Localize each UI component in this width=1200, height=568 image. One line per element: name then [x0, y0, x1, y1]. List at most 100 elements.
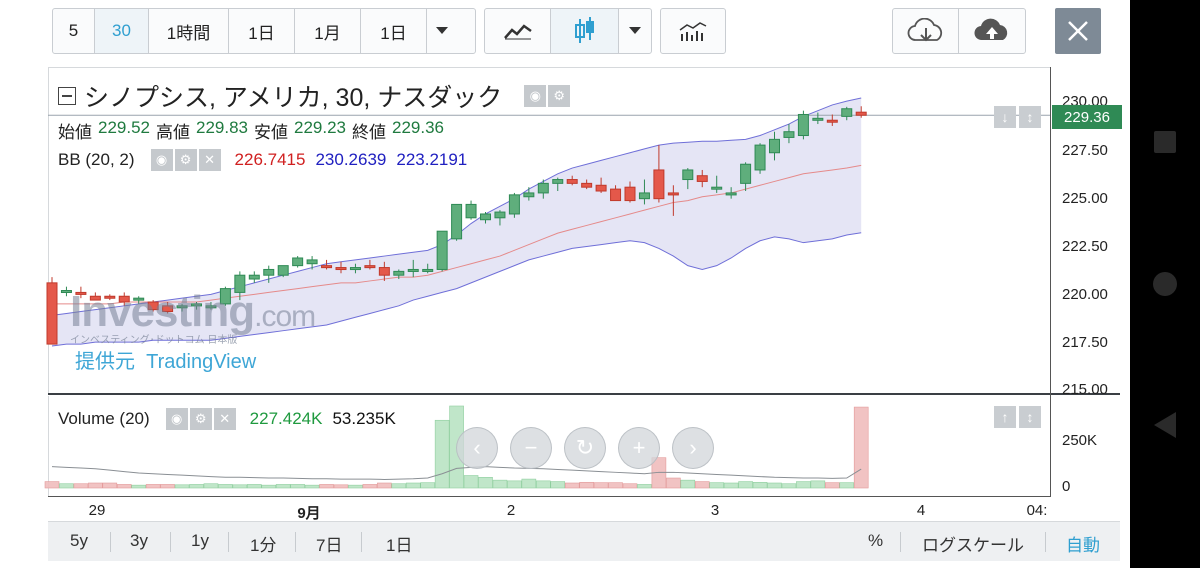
range-bar: 5y 3y 1y 1分 7日 1日 % ログスケール 自動: [48, 521, 1120, 561]
gear-icon[interactable]: ⚙: [174, 149, 197, 171]
close-icon[interactable]: ✕: [198, 149, 221, 171]
close-button[interactable]: [1055, 8, 1101, 54]
range-1min[interactable]: 1分: [250, 536, 277, 555]
minus-icon[interactable]: −: [510, 427, 552, 469]
volume-bar: [709, 482, 725, 489]
interval-1d[interactable]: 1日: [229, 9, 295, 53]
collapse-legend-icon[interactable]: [58, 87, 76, 105]
eye-icon[interactable]: ◉: [165, 408, 188, 430]
candle-body: [480, 213, 491, 221]
range-7d[interactable]: 7日: [316, 536, 343, 555]
price-tick: 227.50: [1062, 142, 1108, 159]
candle-body: [422, 268, 434, 272]
volume-bar: [131, 484, 146, 489]
candle-body: [826, 119, 838, 123]
eye-icon[interactable]: ◉: [150, 149, 173, 171]
eye-icon[interactable]: ◉: [524, 85, 547, 107]
investing-logo: Investing.com: [70, 287, 316, 336]
pane-separator[interactable]: [48, 393, 1120, 395]
candle-body: [321, 265, 333, 269]
candle-body: [725, 192, 737, 196]
volume-bar: [478, 477, 493, 489]
volume-bar: [666, 477, 681, 489]
volume-bar: [116, 484, 132, 489]
gear-icon[interactable]: ⚙: [548, 85, 571, 107]
range-1d[interactable]: 1日: [386, 536, 413, 555]
interval-5[interactable]: 5: [53, 9, 95, 53]
volume-ma-value: 53.235K: [332, 409, 396, 428]
range-5y[interactable]: 5y: [70, 531, 88, 550]
volume-pane[interactable]: [48, 396, 1050, 496]
price-pane[interactable]: [48, 67, 1050, 394]
arrow-up-icon[interactable]: ↑: [994, 406, 1016, 428]
candle-body: [162, 305, 174, 313]
separator: [110, 532, 111, 552]
volume-bar: [622, 483, 638, 489]
time-tick: 2: [506, 502, 516, 519]
interval-1m[interactable]: 1月: [295, 9, 361, 53]
volume-bar: [796, 481, 811, 489]
indicators-icon[interactable]: [661, 9, 725, 53]
volume-bar: [261, 484, 277, 489]
volume-bar: [319, 484, 334, 489]
refresh-icon[interactable]: ↻: [564, 427, 606, 469]
percent-toggle[interactable]: %: [868, 531, 884, 550]
cloud-upload-icon[interactable]: [959, 9, 1025, 53]
plus-icon[interactable]: +: [618, 427, 660, 469]
caret-down-icon[interactable]: [619, 9, 651, 53]
candle-body: [783, 131, 795, 138]
candlestick-icon[interactable]: [551, 9, 619, 53]
candle-body: [552, 179, 564, 184]
arrow-updown-icon[interactable]: ↕: [1019, 106, 1041, 128]
chevron-left-icon[interactable]: ‹: [456, 427, 498, 469]
volume-bar: [362, 484, 378, 489]
candle-body: [248, 274, 260, 280]
close-icon[interactable]: ✕: [213, 408, 236, 430]
ohlc-legend: 始値 229.52 高値 229.83 安値 229.23 終値 229.36: [58, 118, 444, 143]
auto-scale-toggle[interactable]: 自動: [1066, 536, 1100, 555]
candle-body: [696, 175, 708, 182]
caret-down-icon[interactable]: [427, 9, 457, 53]
price-tick: 215.00: [1062, 381, 1108, 398]
candle-body: [176, 305, 188, 309]
home-icon[interactable]: [1153, 272, 1177, 296]
toolbar: 5 30 1時間 1日 1月 1日: [0, 0, 1130, 60]
candle-body: [523, 192, 535, 198]
volume-bar: [564, 482, 580, 489]
separator: [900, 532, 901, 552]
candle-body: [133, 297, 145, 301]
candle-body: [537, 182, 549, 194]
volume-bar: [463, 475, 479, 489]
low-value: 229.23: [294, 118, 346, 137]
candle-body: [797, 113, 809, 137]
candle-body: [624, 186, 636, 202]
volume-bar: [824, 482, 840, 489]
arrow-down-icon[interactable]: ↓: [994, 106, 1016, 128]
interval-1d-alt[interactable]: 1日: [361, 9, 427, 53]
line-chart-icon[interactable]: [485, 9, 551, 53]
chevron-right-icon[interactable]: ›: [672, 427, 714, 469]
gear-icon[interactable]: ⚙: [189, 408, 212, 430]
volume-bar: [203, 483, 219, 489]
range-3y[interactable]: 3y: [130, 531, 148, 550]
cloud-download-icon[interactable]: [893, 9, 959, 53]
volume-bar: [247, 484, 262, 489]
provider-credit[interactable]: 提供元 TradingView: [75, 351, 257, 373]
volume-bar: [189, 484, 204, 489]
price-axis[interactable]: [1050, 67, 1120, 497]
range-1y[interactable]: 1y: [191, 531, 209, 550]
back-icon[interactable]: [1154, 412, 1176, 438]
bb-lower-value: 223.2191: [396, 150, 468, 169]
interval-30[interactable]: 30: [95, 9, 149, 53]
log-scale-toggle[interactable]: ログスケール: [922, 536, 1024, 555]
interval-1h[interactable]: 1時間: [149, 9, 229, 53]
candle-body: [46, 282, 58, 345]
recent-apps-icon[interactable]: [1154, 131, 1176, 153]
candle-body: [75, 291, 87, 295]
volume-bar: [73, 483, 89, 489]
arrow-updown-icon[interactable]: ↕: [1019, 406, 1041, 428]
volume-value: 227.424K: [249, 409, 323, 428]
price-pane-arrows: ↓ ↕: [994, 106, 1041, 128]
candle-body: [263, 268, 275, 276]
